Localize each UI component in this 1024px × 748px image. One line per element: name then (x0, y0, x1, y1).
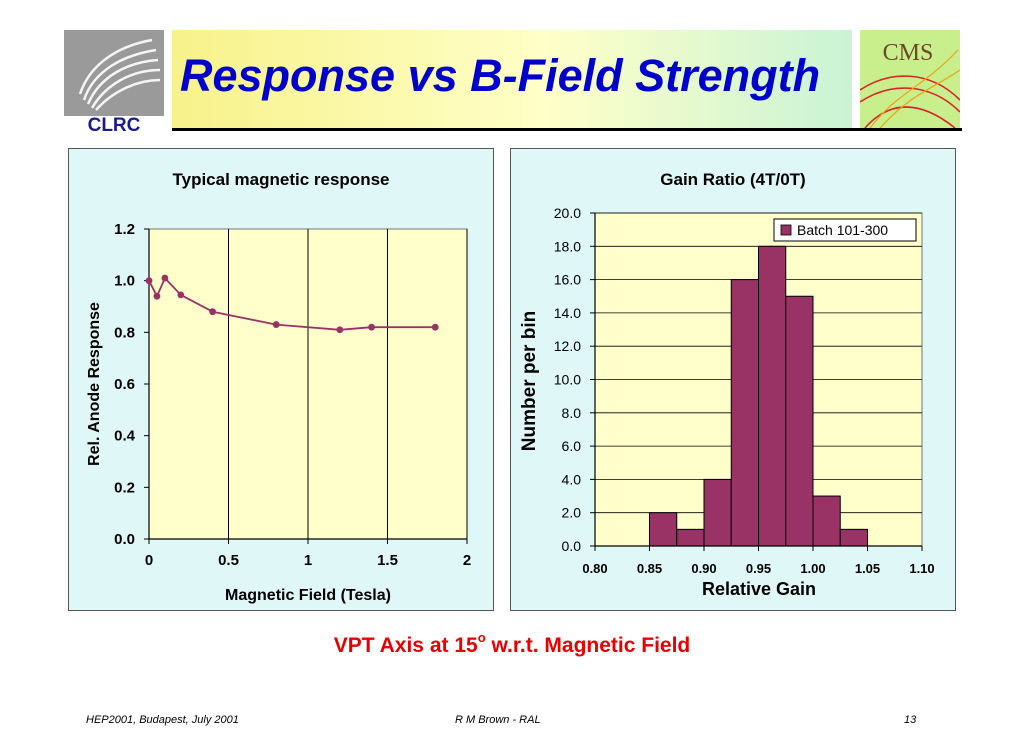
data-point (336, 326, 344, 334)
y-tick-label: 0.4 (114, 428, 136, 445)
title-bar (172, 30, 852, 128)
chart-title: Typical magnetic response (173, 170, 390, 189)
footer-author: R M Brown - RAL (455, 714, 541, 726)
data-point (209, 308, 217, 316)
y-tick-label: 2.0 (562, 505, 582, 521)
x-tick-label: 1.05 (855, 561, 880, 576)
x-tick-label: 0.5 (218, 552, 239, 569)
x-tick-label: 0.85 (637, 561, 662, 576)
y-tick-label: 20.0 (554, 205, 581, 221)
y-tick-label: 1.0 (114, 273, 135, 290)
x-axis-label: Magnetic Field (Tesla) (225, 587, 391, 604)
magnetic-response-chart: Typical magnetic response 0 0.5 1 1.5 2 0.0 0.2… (68, 148, 494, 611)
cms-logo-text: CMS (883, 40, 934, 66)
y-tick-label: 6.0 (562, 438, 582, 454)
histogram-bar (676, 528, 705, 547)
y-tick-label: 0.0 (114, 531, 135, 548)
y-axis-label: Rel. Anode Response (86, 302, 103, 466)
x-tick-label: 2 (463, 552, 471, 569)
x-tick-label: 1.00 (800, 561, 825, 576)
magnetic-response-svg: Typical magnetic response 0 0.5 1 1.5 2 0.0 0.2… (86, 170, 471, 604)
caption-tail: w.r.t. Magnetic Field (485, 634, 691, 657)
x-tick-label: 0.80 (582, 561, 607, 576)
histogram-bar (703, 478, 732, 547)
data-point (272, 321, 280, 328)
gain-ratio-svg: Gain Ratio (4T/0T) 0.0 2.0 4.0 6.0 8.0 10.0 12.… (519, 170, 935, 599)
footer-page-number: 13 (904, 714, 917, 726)
caption: VPT Axis at 15o w.r.t. Magnetic Field (0, 630, 1024, 658)
y-tick-label: 10.0 (554, 372, 581, 388)
y-tick-label: 0.8 (114, 324, 135, 341)
x-tick-label: 0 (145, 552, 153, 569)
data-point (177, 291, 185, 299)
gain-ratio-chart: Gain Ratio (4T/0T) 0.0 2.0 4.0 6.0 8.0 10.0 12.… (510, 148, 956, 611)
y-tick-label: 14.0 (554, 305, 581, 321)
x-tick-label: 0.95 (746, 561, 771, 576)
histogram-bar (785, 295, 814, 547)
cms-logo: CMS (859, 30, 961, 129)
footer-event: HEP2001, Budapest, July 2001 (86, 714, 239, 726)
histogram-bar (649, 512, 678, 547)
y-tick-label: 0.2 (114, 479, 135, 496)
x-axis-label: Relative Gain (702, 579, 816, 599)
caption-degree: o (477, 630, 486, 645)
histogram-bar (730, 279, 759, 547)
chart-title: Gain Ratio (4T/0T) (660, 170, 805, 189)
clrc-logo-text: CLRC (88, 115, 141, 134)
y-tick-label: 4.0 (562, 471, 582, 487)
y-tick-label: 8.0 (562, 405, 582, 421)
data-point (145, 277, 153, 285)
caption-main: VPT Axis at 15 (333, 634, 478, 657)
y-tick-label: 12.0 (554, 338, 581, 354)
y-tick-label: 16.0 (554, 272, 581, 288)
y-tick-label: 0.0 (562, 538, 582, 554)
x-tick-label: 1 (304, 552, 312, 569)
header-rule (172, 128, 962, 131)
x-tick-label: 0.90 (691, 561, 716, 576)
data-point (431, 323, 439, 331)
x-tick-label: 1.5 (377, 552, 398, 569)
data-point (153, 292, 161, 300)
histogram-bar (839, 528, 868, 547)
histogram-bar (758, 245, 787, 547)
data-point (368, 323, 375, 331)
y-tick-label: 0.6 (114, 376, 135, 393)
y-tick-label: 1.2 (114, 221, 135, 238)
clrc-logo: CLRC (64, 30, 164, 136)
x-tick-label: 1.10 (909, 561, 934, 576)
data-point (161, 274, 169, 282)
legend-label: Batch 101-300 (797, 222, 888, 238)
legend-swatch (780, 224, 792, 236)
y-tick-label: 18.0 (554, 238, 581, 254)
y-axis-label: Number per bin (519, 311, 540, 451)
legend-box (773, 218, 917, 242)
histogram-bar (812, 495, 841, 547)
page-title: Response vs B-Field Strength (180, 50, 821, 101)
